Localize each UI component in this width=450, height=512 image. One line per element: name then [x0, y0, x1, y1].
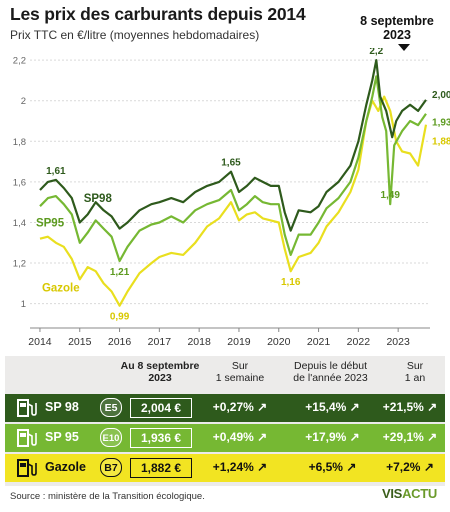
fuel-price: 1,936 € [130, 428, 192, 448]
arrow-up-icon: ↗ [346, 460, 357, 474]
x-tick-label: 2017 [148, 336, 172, 348]
point-label: 0,99 [110, 312, 130, 323]
change-week: +0,49% ↗ [212, 430, 268, 444]
y-tick-label: 1,4 [13, 218, 26, 229]
y-axis-ticks: 1 1,2 1,4 1,6 1,8 2 2,2 [13, 56, 26, 311]
arrow-up-icon: ↗ [427, 400, 438, 414]
chart-series [39, 59, 428, 307]
arrow-up-icon: ↗ [257, 460, 268, 474]
point-label: 1,936 [432, 118, 450, 129]
x-tick-label: 2020 [267, 336, 291, 348]
point-label: 1,61 [46, 166, 66, 177]
arrow-up-icon: ↗ [257, 430, 268, 444]
change-year: +29,1% ↗ [382, 430, 438, 444]
point-label: 1,16 [281, 277, 301, 288]
x-tick-label: 2019 [227, 336, 251, 348]
x-tick-label: 2014 [28, 336, 52, 348]
header-week: Sur 1 semaine [215, 360, 265, 384]
fuel-name: SP 95 [45, 430, 79, 444]
change-ytd: +15,4% ↗ [305, 400, 360, 414]
change-week: +1,24% ↗ [212, 460, 268, 474]
fuel-price: 2,004 € [130, 398, 192, 418]
point-label: 2,004 [432, 90, 450, 101]
series-label-sp95: SP95 [36, 218, 65, 230]
chart-title: Les prix des carburants depuis 2014 [10, 4, 306, 24]
x-tick-label: 2021 [307, 336, 331, 348]
point-label: 1,49 [380, 190, 400, 201]
date-arrow-icon [398, 44, 410, 51]
y-tick-label: 2 [21, 96, 26, 107]
point-label: 1,65 [221, 158, 241, 169]
header-ytd: Depuis le début de l'année 2023 [293, 360, 368, 384]
y-tick-label: 1,6 [13, 177, 26, 188]
arrow-up-icon: ↗ [423, 460, 434, 474]
fuel-name: Gazole [45, 460, 86, 474]
fuel-price: 1,882 € [130, 458, 192, 478]
visactu-logo: VISACTU [382, 486, 437, 501]
arrow-up-icon: ↗ [427, 430, 438, 444]
point-label: 1,882 [432, 137, 450, 148]
change-week: +0,27% ↗ [212, 400, 268, 414]
fuel-pump-icon [17, 399, 37, 417]
date-callout: 8 septembre 2023 [356, 14, 438, 42]
x-tick-label: 2022 [347, 336, 371, 348]
x-tick-label: 2016 [108, 336, 132, 348]
y-tick-label: 1,8 [13, 137, 26, 148]
x-tick-label: 2018 [187, 336, 211, 348]
series-label-sp98: SP98 [84, 193, 113, 205]
fuel-pump-icon [17, 429, 37, 447]
change-year: +7,2% ↗ [386, 460, 434, 474]
header-year: Sur 1 an [404, 360, 426, 384]
fuel-price-chart: 11,21,41,61,822,2 2014 2015 2016 2017 2018 20… [13, 48, 450, 348]
header-date: Au 8 septembre 2023 [120, 360, 200, 384]
source-note: Source : ministère de la Transition écol… [10, 491, 205, 502]
date-callout-line1: 8 septembre [360, 14, 434, 28]
table-row-sp98: SP 98 E5 2,004 € +0,27% ↗ +15,4% ↗ +21,5… [5, 394, 445, 422]
change-year: +21,5% ↗ [382, 400, 438, 414]
change-ytd: +6,5% ↗ [308, 460, 357, 474]
arrow-up-icon: ↗ [257, 400, 268, 414]
series-line-gazole [39, 95, 428, 307]
table-row-sp95: SP 95 E10 1,936 € +0,49% ↗ +17,9% ↗ +29,… [5, 424, 445, 452]
change-ytd: +17,9% ↗ [305, 430, 360, 444]
point-label: 2,2 [369, 48, 383, 57]
series-label-gazole: Gazole [42, 282, 80, 294]
table-header: Au 8 septembre 2023 Sur 1 semaine Depuis… [5, 356, 445, 392]
price-table: Au 8 septembre 2023 Sur 1 semaine Depuis… [5, 356, 445, 486]
x-tick-label: 2023 [386, 336, 410, 348]
arrow-up-icon: ↗ [349, 400, 360, 414]
x-tick-label: 2015 [68, 336, 92, 348]
y-tick-label: 2,2 [13, 56, 26, 67]
arrow-up-icon: ↗ [349, 430, 360, 444]
y-tick-label: 1 [21, 299, 26, 310]
series-line-sp98 [39, 59, 427, 232]
fuel-badge: E10 [100, 428, 122, 447]
date-callout-line2: 2023 [383, 28, 411, 42]
chart-subtitle: Prix TTC en €/litre (moyennes hebdomadai… [10, 28, 260, 42]
y-tick-label: 1,2 [13, 259, 26, 270]
table-row-gazole: Gazole B7 1,882 € +1,24% ↗ +6,5% ↗ +7,2%… [5, 454, 445, 482]
x-axis-ticks: 2014 2015 2016 2017 2018 2019 2020 2021 2022 2023 [28, 327, 430, 348]
chart-labels: SP98 1,61 1,65 2,2 2,004 SP95 1,21 1,49 1,936 Gaz… [36, 48, 450, 323]
series-line-sp95 [39, 75, 427, 263]
fuel-badge: B7 [100, 458, 122, 477]
fuel-badge: E5 [100, 398, 122, 417]
fuel-pump-icon [17, 459, 37, 477]
chart-grid [30, 59, 430, 305]
point-label: 1,21 [110, 267, 130, 278]
fuel-name: SP 98 [45, 400, 79, 414]
